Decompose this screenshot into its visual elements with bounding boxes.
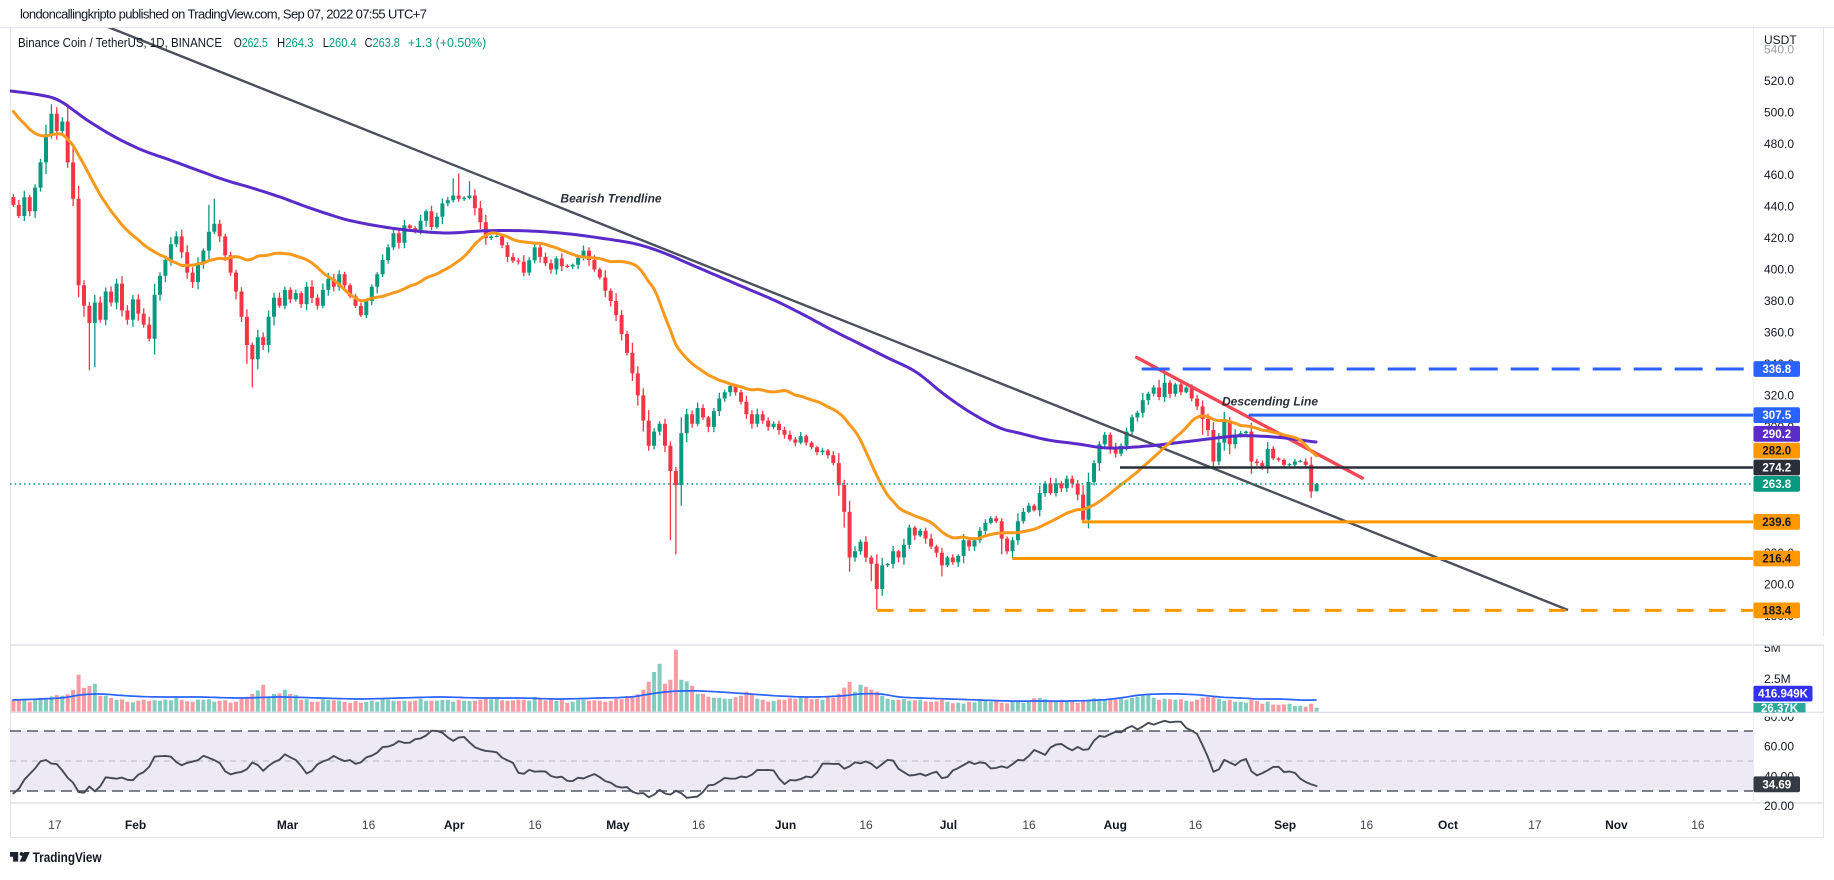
- svg-text:16: 16: [528, 818, 542, 832]
- svg-text:Binance Coin / TetherUS, 1D, B: Binance Coin / TetherUS, 1D, BINANCE: [18, 36, 222, 50]
- svg-text:416.949K: 416.949K: [1758, 689, 1809, 701]
- svg-text:Oct: Oct: [1438, 818, 1458, 832]
- svg-text:17: 17: [48, 818, 62, 832]
- svg-text:May: May: [606, 818, 630, 832]
- svg-text:420.0: 420.0: [1764, 231, 1794, 245]
- svg-text:540.0: 540.0: [1764, 42, 1794, 56]
- svg-text:460.0: 460.0: [1764, 168, 1794, 182]
- svg-text:480.0: 480.0: [1764, 137, 1794, 151]
- svg-text:263.8: 263.8: [1762, 479, 1791, 491]
- svg-text:34.69: 34.69: [1762, 779, 1791, 791]
- svg-text:Apr: Apr: [444, 818, 465, 832]
- svg-text:500.0: 500.0: [1764, 105, 1794, 119]
- svg-text:TradingView: TradingView: [33, 849, 102, 865]
- svg-text:16: 16: [362, 818, 376, 832]
- svg-text:USDT: USDT: [1764, 33, 1797, 47]
- svg-text:216.4: 216.4: [1762, 554, 1791, 566]
- svg-text:520.0: 520.0: [1764, 74, 1794, 88]
- svg-text:Feb: Feb: [125, 818, 146, 832]
- svg-text:16: 16: [1360, 818, 1374, 832]
- svg-text:Descending Line: Descending Line: [1222, 395, 1318, 409]
- svg-text:282.0: 282.0: [1762, 446, 1791, 458]
- svg-text:Jul: Jul: [940, 818, 957, 832]
- svg-text:440.0: 440.0: [1764, 200, 1794, 214]
- svg-text:320.0: 320.0: [1764, 389, 1794, 403]
- svg-text:16: 16: [1691, 818, 1705, 832]
- svg-text:360.0: 360.0: [1764, 326, 1794, 340]
- svg-text:Mar: Mar: [277, 818, 299, 832]
- svg-text:16: 16: [1022, 818, 1036, 832]
- svg-text:307.5: 307.5: [1762, 410, 1791, 422]
- svg-text:16: 16: [692, 818, 706, 832]
- svg-text:Nov: Nov: [1605, 818, 1628, 832]
- svg-text:+1.3 (+0.50%): +1.3 (+0.50%): [408, 36, 487, 50]
- svg-text:380.0: 380.0: [1764, 294, 1794, 308]
- svg-text:2.5M: 2.5M: [1764, 672, 1791, 686]
- svg-text:400.0: 400.0: [1764, 263, 1794, 277]
- svg-text:183.4: 183.4: [1762, 606, 1791, 618]
- svg-text:200.0: 200.0: [1764, 578, 1794, 592]
- svg-text:Bearish Trendline: Bearish Trendline: [560, 192, 661, 206]
- svg-text:336.8: 336.8: [1762, 364, 1791, 376]
- svg-text:17: 17: [1528, 818, 1542, 832]
- svg-text:20.00: 20.00: [1764, 799, 1794, 813]
- svg-text:60.00: 60.00: [1764, 740, 1794, 754]
- svg-text:Sep: Sep: [1274, 818, 1296, 832]
- svg-text:londoncallingkripto published: londoncallingkripto published on Trading…: [20, 7, 427, 22]
- svg-text:C263.8: C263.8: [365, 36, 400, 50]
- svg-text:Jun: Jun: [775, 818, 796, 832]
- svg-text:H264.3: H264.3: [277, 36, 314, 50]
- svg-text:26.37K: 26.37K: [1761, 703, 1799, 715]
- svg-text:274.2: 274.2: [1762, 463, 1791, 475]
- svg-text:16: 16: [859, 818, 873, 832]
- svg-text:239.6: 239.6: [1762, 517, 1791, 529]
- svg-text:L260.4: L260.4: [323, 36, 357, 50]
- svg-text:O262.5: O262.5: [234, 36, 268, 50]
- svg-text:16: 16: [1189, 818, 1203, 832]
- svg-text:290.2: 290.2: [1762, 429, 1791, 441]
- svg-text:Aug: Aug: [1104, 818, 1127, 832]
